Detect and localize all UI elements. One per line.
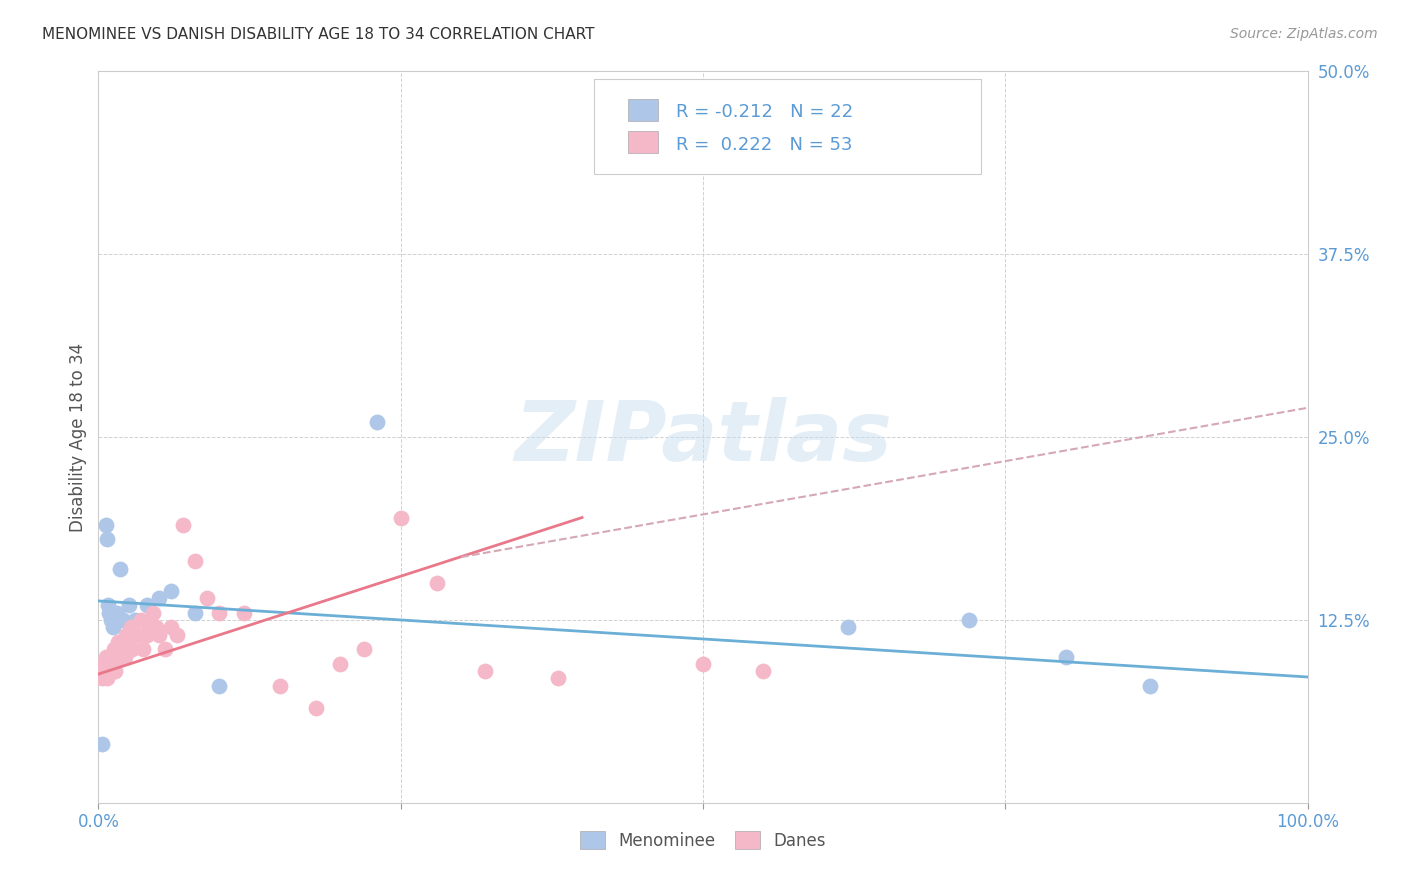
Point bbox=[110, 649, 132, 664]
Point bbox=[166, 627, 188, 641]
Point bbox=[269, 679, 291, 693]
Point bbox=[93, 664, 115, 678]
Point bbox=[232, 606, 254, 620]
Point bbox=[118, 599, 141, 613]
Point bbox=[101, 657, 124, 671]
Point bbox=[98, 657, 121, 671]
Point bbox=[957, 613, 980, 627]
Point bbox=[97, 599, 120, 613]
Point bbox=[121, 642, 143, 657]
Point bbox=[547, 672, 569, 686]
Point bbox=[129, 613, 152, 627]
Point bbox=[101, 620, 124, 634]
FancyBboxPatch shape bbox=[628, 131, 658, 153]
Legend: Menominee, Danes: Menominee, Danes bbox=[574, 824, 832, 856]
Point bbox=[142, 606, 165, 620]
Point bbox=[94, 649, 117, 664]
Point bbox=[103, 642, 125, 657]
Text: R = -0.212   N = 22: R = -0.212 N = 22 bbox=[676, 103, 853, 121]
Point bbox=[1139, 679, 1161, 693]
Point bbox=[353, 642, 375, 657]
Point bbox=[100, 649, 122, 664]
Point bbox=[329, 657, 352, 671]
FancyBboxPatch shape bbox=[628, 99, 658, 121]
Point bbox=[305, 700, 328, 714]
Point bbox=[184, 606, 207, 620]
Point bbox=[184, 554, 207, 568]
Point bbox=[118, 627, 141, 641]
Point bbox=[100, 613, 122, 627]
Point bbox=[94, 517, 117, 532]
Text: Source: ZipAtlas.com: Source: ZipAtlas.com bbox=[1230, 27, 1378, 41]
Point bbox=[1054, 649, 1077, 664]
Text: R =  0.222   N = 53: R = 0.222 N = 53 bbox=[676, 136, 853, 153]
Point bbox=[97, 664, 120, 678]
Point bbox=[474, 664, 496, 678]
Point bbox=[160, 620, 183, 634]
Point bbox=[127, 627, 149, 641]
Point bbox=[98, 606, 121, 620]
Point bbox=[96, 533, 118, 547]
Point bbox=[208, 606, 231, 620]
Point bbox=[115, 627, 138, 641]
Point bbox=[132, 642, 155, 657]
Point bbox=[153, 642, 176, 657]
Point bbox=[96, 672, 118, 686]
Point bbox=[91, 657, 114, 671]
Point bbox=[195, 591, 218, 605]
Point bbox=[172, 517, 194, 532]
Point bbox=[111, 613, 134, 627]
Point bbox=[107, 635, 129, 649]
Point bbox=[100, 657, 122, 671]
Point bbox=[91, 672, 114, 686]
Text: MENOMINEE VS DANISH DISABILITY AGE 18 TO 34 CORRELATION CHART: MENOMINEE VS DANISH DISABILITY AGE 18 TO… bbox=[42, 27, 595, 42]
Text: ZIPatlas: ZIPatlas bbox=[515, 397, 891, 477]
Point bbox=[108, 562, 131, 576]
Point bbox=[90, 664, 112, 678]
Point bbox=[124, 627, 146, 641]
Point bbox=[105, 606, 128, 620]
Point bbox=[389, 510, 412, 524]
Point bbox=[145, 620, 167, 634]
Point bbox=[112, 642, 135, 657]
Point bbox=[120, 620, 142, 634]
Point bbox=[135, 599, 157, 613]
FancyBboxPatch shape bbox=[595, 78, 981, 174]
Point bbox=[426, 576, 449, 591]
Point bbox=[148, 627, 170, 641]
Point bbox=[108, 642, 131, 657]
Point bbox=[124, 613, 146, 627]
Point bbox=[910, 108, 932, 122]
Point bbox=[837, 620, 859, 634]
Point bbox=[752, 664, 775, 678]
Point bbox=[108, 642, 131, 657]
Point bbox=[114, 649, 136, 664]
Point bbox=[105, 649, 128, 664]
Point bbox=[111, 649, 134, 664]
Point bbox=[104, 664, 127, 678]
Point bbox=[91, 737, 114, 751]
Point bbox=[692, 657, 714, 671]
Point bbox=[366, 416, 388, 430]
Y-axis label: Disability Age 18 to 34: Disability Age 18 to 34 bbox=[69, 343, 87, 532]
Point bbox=[148, 591, 170, 605]
Point bbox=[160, 583, 183, 598]
Point bbox=[138, 620, 160, 634]
Point bbox=[135, 627, 157, 641]
Point bbox=[208, 679, 231, 693]
